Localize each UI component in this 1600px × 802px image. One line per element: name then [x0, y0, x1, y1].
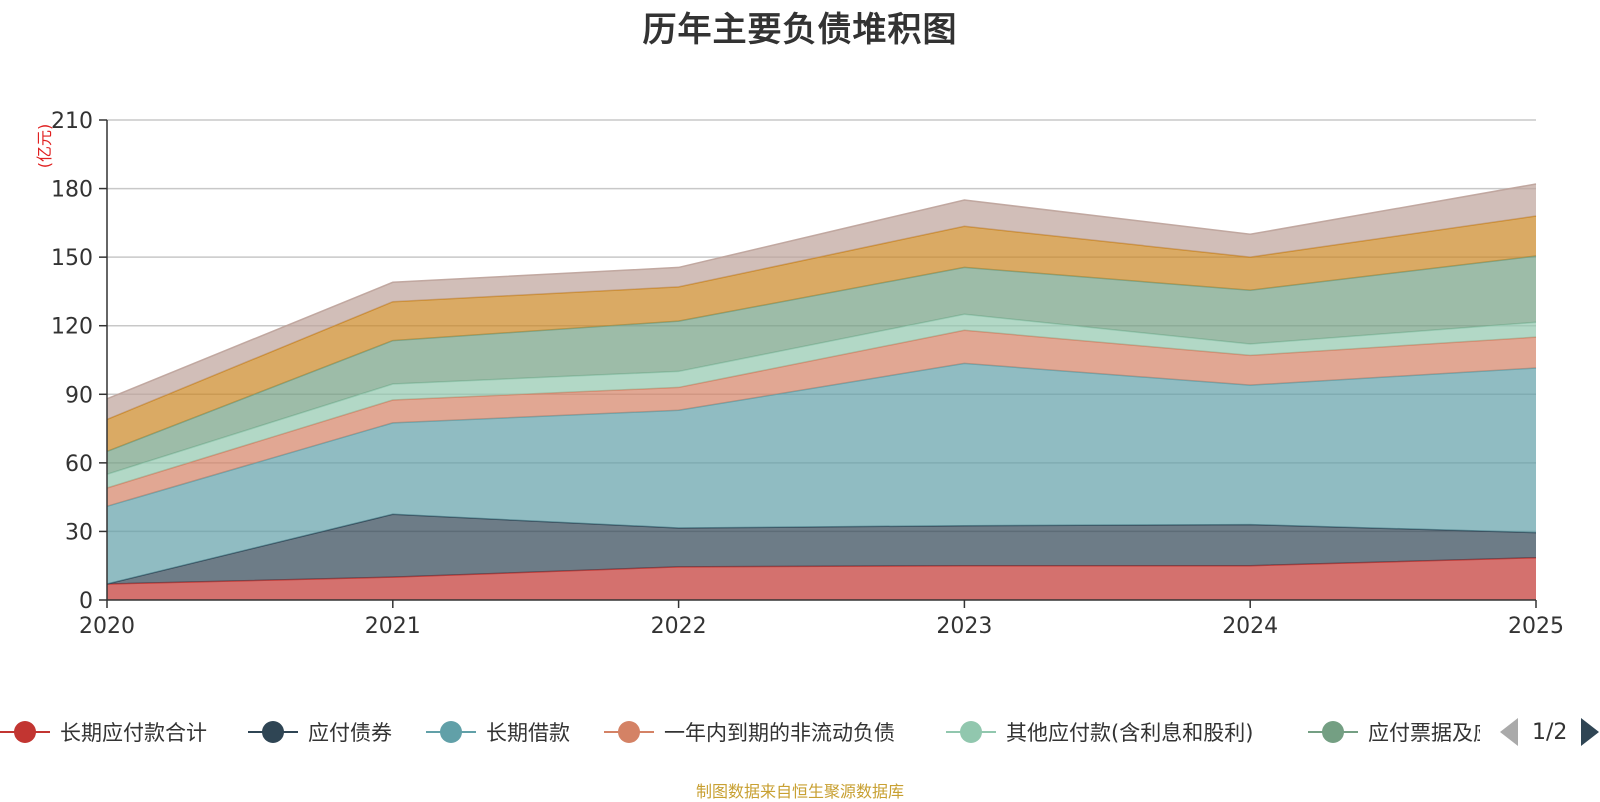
y-axis-unit-label: (亿元): [35, 124, 54, 169]
x-tick-label-2024: 2024: [1222, 614, 1278, 639]
legend-item-3[interactable]: 长期借款: [426, 712, 570, 752]
x-tick-label-2022: 2022: [651, 614, 707, 639]
legend-swatch-icon: [0, 717, 50, 747]
legend-item-label: 一年内到期的非流动负债: [664, 721, 895, 745]
y-tick-label-210: 210: [51, 109, 93, 134]
legend: 长期应付款合计 应付债券 长期借款 一年内到期的非流动负债 其他应付款(含利息和股利) 应…: [0, 712, 1600, 752]
y-tick-label-30: 30: [65, 520, 93, 545]
y-tick-label-180: 180: [51, 178, 93, 203]
legend-item-4[interactable]: 一年内到期的非流动负债: [604, 712, 895, 752]
legend-next-page-icon[interactable]: [1581, 718, 1600, 746]
area-series-7[interactable]: [107, 216, 1536, 452]
x-tick-label-2020: 2020: [79, 614, 135, 639]
legend-swatch-icon: [1308, 717, 1358, 747]
axes: 0 30 60 90 120 150 180 210 2020 2021 2022 2023 2024 2…: [35, 109, 1564, 639]
area-series-3[interactable]: [107, 363, 1536, 584]
area-series-6[interactable]: [107, 256, 1536, 475]
legend-swatch-icon: [604, 717, 654, 747]
y-tick-label-0: 0: [79, 589, 93, 614]
series-line-8: [106, 183, 1537, 400]
legend-item-label: 长期借款: [486, 721, 570, 745]
stacked-area-chart: 0 30 60 90 120 150 180 210 2020 2021 2022 2023 2024 2…: [35, 109, 1564, 639]
legend-page-indicator: 1/2: [1532, 719, 1568, 745]
area-series-2[interactable]: [107, 514, 1536, 584]
legend-item-6[interactable]: 应付票据及应付账款: [1308, 712, 1480, 752]
legend-items: 长期应付款合计 应付债券 长期借款 一年内到期的非流动负债 其他应付款(含利息和股利) 应…: [0, 712, 1480, 752]
legend-swatch-icon: [248, 717, 298, 747]
x-tick-label-2023: 2023: [936, 614, 992, 639]
legend-pager: 1/2: [1500, 712, 1600, 752]
legend-item-label: 长期应付款合计: [60, 721, 207, 745]
y-tick-label-60: 60: [65, 452, 93, 477]
y-tick-label-90: 90: [65, 383, 93, 408]
legend-prev-page-icon[interactable]: [1500, 718, 1518, 746]
legend-swatch-icon: [426, 717, 476, 747]
legend-item-1[interactable]: 长期应付款合计: [0, 712, 207, 752]
legend-item-label: 其他应付款(含利息和股利): [1006, 721, 1254, 745]
series-line-5: [106, 313, 1537, 476]
area-series-1[interactable]: [107, 557, 1536, 600]
legend-swatch-icon: [946, 717, 996, 747]
y-tick-label-120: 120: [51, 315, 93, 340]
area-series-8[interactable]: [107, 184, 1536, 420]
x-tick-label-2021: 2021: [365, 614, 421, 639]
source-note: 制图数据来自恒生聚源数据库: [695, 782, 904, 801]
x-tick-label-2025: 2025: [1508, 614, 1564, 639]
chart-title: 历年主要负债堆积图: [642, 10, 958, 50]
legend-item-5[interactable]: 其他应付款(含利息和股利): [946, 712, 1253, 752]
legend-item-label: 应付票据及应付账款: [1368, 721, 1480, 745]
area-series-4[interactable]: [107, 330, 1536, 507]
legend-item-label: 应付债券: [308, 721, 392, 745]
legend-item-2[interactable]: 应付债券: [248, 712, 392, 752]
area-series: [106, 183, 1537, 600]
area-series-5[interactable]: [107, 314, 1536, 488]
y-tick-label-150: 150: [51, 246, 93, 271]
